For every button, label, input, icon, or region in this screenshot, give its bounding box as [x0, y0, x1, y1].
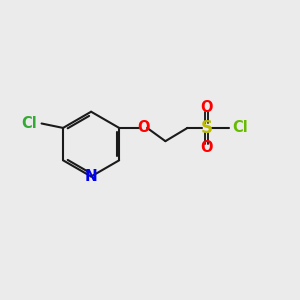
Text: O: O — [200, 140, 213, 155]
Text: N: N — [85, 169, 98, 184]
Text: Cl: Cl — [232, 120, 248, 135]
Text: Cl: Cl — [21, 116, 37, 131]
Text: O: O — [200, 100, 213, 116]
Text: S: S — [201, 119, 213, 137]
Text: O: O — [137, 120, 150, 135]
